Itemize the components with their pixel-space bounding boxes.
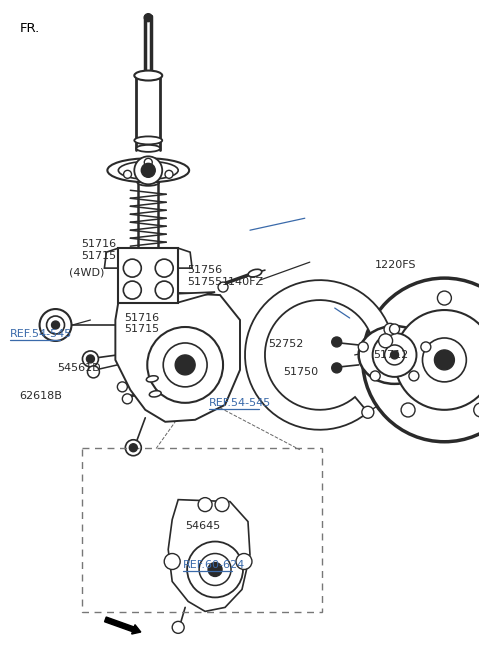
Ellipse shape bbox=[108, 158, 189, 183]
Circle shape bbox=[379, 334, 393, 348]
Circle shape bbox=[474, 403, 480, 417]
Circle shape bbox=[372, 333, 417, 377]
Circle shape bbox=[144, 14, 152, 22]
Text: 54561D: 54561D bbox=[57, 363, 101, 374]
Text: 62618B: 62618B bbox=[19, 391, 62, 401]
Circle shape bbox=[123, 281, 141, 299]
Ellipse shape bbox=[134, 136, 162, 144]
Polygon shape bbox=[104, 248, 119, 268]
Circle shape bbox=[198, 497, 212, 512]
Ellipse shape bbox=[248, 269, 262, 277]
Circle shape bbox=[172, 621, 184, 633]
Text: 1140FZ: 1140FZ bbox=[222, 276, 264, 287]
Ellipse shape bbox=[134, 70, 162, 81]
Polygon shape bbox=[120, 292, 215, 303]
Circle shape bbox=[144, 158, 152, 166]
Circle shape bbox=[391, 351, 398, 359]
Circle shape bbox=[175, 355, 195, 375]
Bar bbox=[83, 448, 322, 612]
Circle shape bbox=[155, 281, 173, 299]
Text: 54645: 54645 bbox=[185, 522, 220, 531]
Text: 52752: 52752 bbox=[268, 338, 303, 349]
Circle shape bbox=[332, 363, 342, 373]
Bar bbox=[119, 248, 178, 303]
Text: 51716: 51716 bbox=[81, 239, 116, 249]
Circle shape bbox=[390, 324, 399, 334]
Circle shape bbox=[362, 406, 374, 418]
Circle shape bbox=[123, 170, 132, 178]
Circle shape bbox=[384, 345, 405, 365]
Circle shape bbox=[422, 338, 467, 382]
Text: FR.: FR. bbox=[20, 22, 40, 35]
Circle shape bbox=[47, 316, 64, 334]
Circle shape bbox=[147, 327, 223, 403]
Ellipse shape bbox=[136, 145, 160, 152]
Circle shape bbox=[409, 371, 419, 381]
Circle shape bbox=[155, 259, 173, 277]
Circle shape bbox=[86, 355, 95, 363]
Polygon shape bbox=[245, 280, 390, 430]
Ellipse shape bbox=[359, 326, 431, 384]
Text: 51756: 51756 bbox=[187, 265, 222, 275]
Circle shape bbox=[332, 337, 342, 347]
Text: 1220FS: 1220FS bbox=[375, 261, 417, 271]
Circle shape bbox=[87, 366, 99, 378]
Text: 51716: 51716 bbox=[124, 313, 159, 323]
Text: (4WD): (4WD) bbox=[69, 268, 104, 278]
Polygon shape bbox=[168, 499, 250, 612]
Ellipse shape bbox=[149, 391, 161, 397]
Text: 51715: 51715 bbox=[81, 251, 116, 261]
Circle shape bbox=[83, 351, 98, 367]
Circle shape bbox=[370, 371, 380, 381]
Circle shape bbox=[117, 382, 127, 392]
Text: 51755: 51755 bbox=[187, 276, 222, 287]
Circle shape bbox=[163, 343, 207, 387]
Circle shape bbox=[236, 554, 252, 569]
Circle shape bbox=[437, 291, 451, 305]
Circle shape bbox=[395, 310, 480, 410]
Text: 51750: 51750 bbox=[283, 366, 318, 377]
Circle shape bbox=[218, 282, 228, 292]
Circle shape bbox=[125, 439, 141, 456]
Circle shape bbox=[434, 350, 455, 370]
Circle shape bbox=[165, 170, 173, 178]
Circle shape bbox=[401, 403, 415, 417]
Text: 51712: 51712 bbox=[373, 350, 408, 361]
Circle shape bbox=[215, 497, 229, 512]
Text: 51715: 51715 bbox=[124, 324, 159, 334]
Circle shape bbox=[134, 156, 162, 185]
Circle shape bbox=[164, 554, 180, 569]
Circle shape bbox=[123, 259, 141, 277]
Text: REF.60-624: REF.60-624 bbox=[182, 561, 245, 570]
Circle shape bbox=[358, 342, 368, 352]
Circle shape bbox=[384, 323, 396, 335]
Text: REF.54-545: REF.54-545 bbox=[209, 398, 271, 408]
Ellipse shape bbox=[119, 161, 178, 179]
Circle shape bbox=[363, 278, 480, 442]
Ellipse shape bbox=[137, 179, 159, 186]
Ellipse shape bbox=[146, 376, 158, 382]
Circle shape bbox=[208, 563, 222, 576]
Circle shape bbox=[122, 394, 132, 404]
Circle shape bbox=[199, 554, 231, 585]
Circle shape bbox=[421, 342, 431, 352]
Circle shape bbox=[51, 321, 60, 329]
Circle shape bbox=[39, 309, 72, 341]
Text: REF.54-545: REF.54-545 bbox=[10, 329, 72, 339]
Circle shape bbox=[141, 164, 155, 177]
Circle shape bbox=[129, 444, 137, 452]
FancyArrow shape bbox=[105, 617, 141, 634]
Polygon shape bbox=[115, 290, 240, 422]
Polygon shape bbox=[178, 248, 192, 268]
Circle shape bbox=[187, 542, 243, 597]
